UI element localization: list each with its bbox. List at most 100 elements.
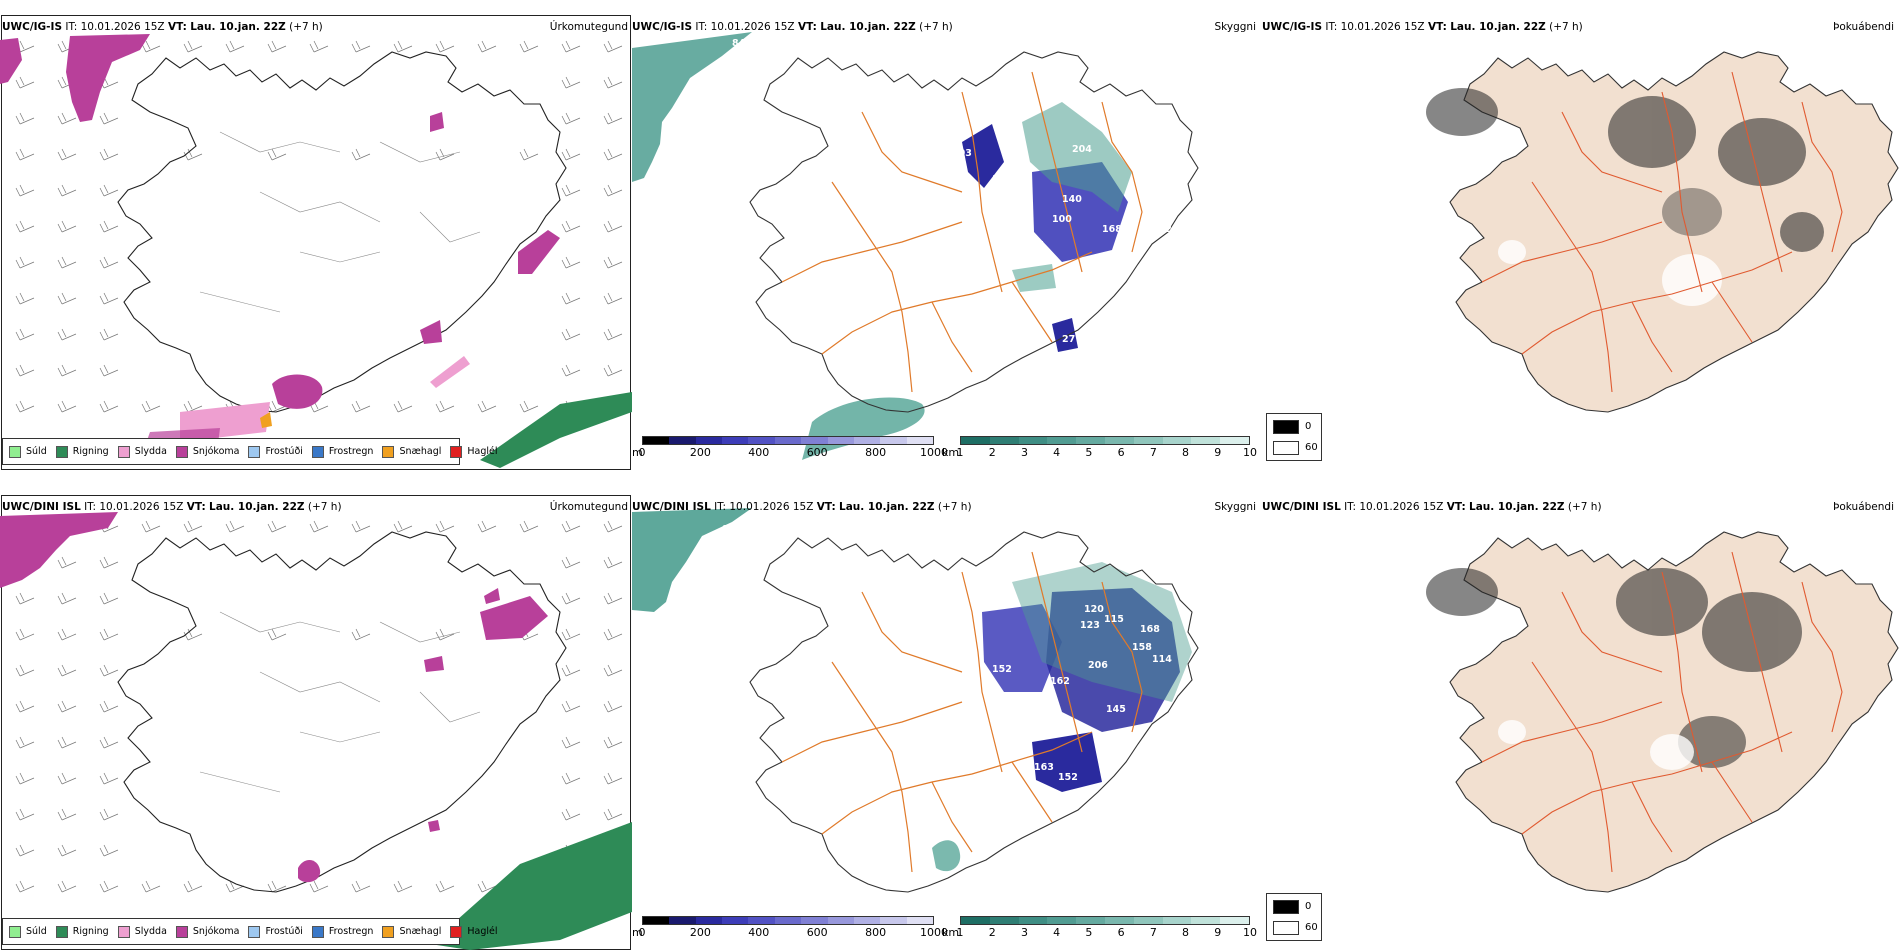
visibility-bar-tick: 3 <box>1020 926 1028 939</box>
precip-map[interactable] <box>0 12 632 472</box>
snow-spot-1 <box>430 112 444 132</box>
visibility-bar-tick: 8 <box>1182 926 1190 939</box>
precip-map[interactable] <box>0 492 632 952</box>
fog-legend-top-swatch <box>1273 900 1299 914</box>
vis-value-label: 206 <box>1088 660 1108 671</box>
visibility-panel: 996 244 120 123 115 168 158 114 206 152 162 13 145 82… <box>632 492 1262 952</box>
freezing-hail-spot <box>260 412 272 428</box>
panel-title: UWC/IG-IS IT: 10.01.2026 15Z VT: Lau. 10… <box>632 21 953 33</box>
wind-barb <box>57 148 77 161</box>
vis-value-label: 82 <box>1102 744 1115 755</box>
wind-barb <box>393 520 413 533</box>
panel-name: Úrkomutegund <box>549 501 628 513</box>
precip-legend-item: Snæhagl <box>382 925 442 938</box>
visibility-bar-tick: 5 <box>1085 926 1093 939</box>
wind-barb <box>15 76 35 89</box>
vis-value-label: 72 <box>712 104 725 115</box>
precip-legend-label: Súld <box>26 926 47 937</box>
vis-value-label: 100 <box>1052 214 1072 225</box>
vis-value-label: 103 <box>952 148 972 159</box>
precip-legend-item: Frostregn <box>311 445 373 458</box>
wind-barb <box>99 292 119 305</box>
visibility-map[interactable]: 8408687210315140100899120416883831622775… <box>632 12 1262 472</box>
road-line <box>1711 281 1753 343</box>
wind-barb <box>99 112 119 125</box>
terrain-lines <box>199 611 481 793</box>
wind-barb <box>57 592 77 605</box>
cloud-base-bar-tick: 800 <box>865 446 887 459</box>
wind-barb <box>435 628 455 641</box>
cloud-base-bar-segment <box>643 917 670 924</box>
wind-barb <box>225 520 245 533</box>
wind-barb <box>351 40 371 53</box>
visibility-bar-segment <box>1133 917 1163 924</box>
road-line <box>1801 581 1843 733</box>
wind-barb <box>141 400 161 413</box>
terrain-contour <box>259 671 381 703</box>
visibility-bar-tick: 1 <box>956 446 964 459</box>
visibility-bar-tick: 6 <box>1117 446 1125 459</box>
road-line <box>821 731 1093 835</box>
panel-name: Skyggni <box>1214 501 1257 513</box>
panel-name: Úrkomutegund <box>549 21 628 33</box>
wind-barb <box>57 844 77 857</box>
wind-barb <box>15 400 35 413</box>
wind-barb <box>603 184 623 197</box>
precip-legend-label: Súld <box>26 446 47 457</box>
visibility-bar-tick: 5 <box>1085 446 1093 459</box>
visibility-unit: km <box>942 926 960 939</box>
wind-barb <box>351 400 371 413</box>
road-line <box>831 181 913 393</box>
precip-legend-swatch <box>117 925 130 938</box>
fog-shading <box>1426 568 1802 768</box>
wind-barb <box>393 40 413 53</box>
road-line <box>1531 661 1613 873</box>
cloud-base-bar-segment <box>643 437 670 444</box>
cloud-base-bar-segment <box>774 917 802 924</box>
cloud-base-bar-tick: 200 <box>689 446 711 459</box>
visibility-bar-tick: 8 <box>1182 446 1190 459</box>
wind-barb <box>477 520 497 533</box>
precip-legend-label: Snæhagl <box>399 926 442 937</box>
terrain-contour <box>259 191 381 223</box>
terrain-contour <box>419 211 481 243</box>
vis-value-label: 91 <box>1032 240 1045 251</box>
visibility-bar-tick: 7 <box>1149 446 1157 459</box>
road-line <box>1631 781 1673 853</box>
wind-barb <box>561 184 581 197</box>
wind-barb <box>603 592 623 605</box>
road-line <box>1101 101 1143 253</box>
vis-value-label: 755 <box>928 390 948 401</box>
road-line <box>861 111 963 193</box>
iceland-outline <box>117 531 567 893</box>
panel-name: Skyggni <box>1214 21 1257 33</box>
fog-legend-top-label: 0 <box>1305 421 1312 432</box>
vis-area-sc <box>1012 264 1056 292</box>
rivers-roads <box>1481 551 1843 873</box>
road-line <box>1031 551 1083 753</box>
wind-barb <box>15 736 35 749</box>
wind-barb <box>561 40 581 53</box>
fog-map[interactable] <box>1262 492 1900 952</box>
cloud-base-bar-tick: 600 <box>806 926 828 939</box>
wind-barb <box>351 520 371 533</box>
wind-barb <box>351 148 371 161</box>
cloud-base-bar-segment <box>748 917 775 924</box>
wind-barb <box>99 556 119 569</box>
fog-legend-top-swatch <box>1273 420 1299 434</box>
snow-spot-2 <box>484 588 500 604</box>
rain-area-se <box>430 822 632 950</box>
wind-barb <box>267 148 287 161</box>
fog-map[interactable] <box>1262 12 1900 472</box>
visibility-bar-segment <box>1220 917 1249 924</box>
vis-value-label: 13 <box>1036 704 1049 715</box>
visibility-bar-segment <box>1162 437 1192 444</box>
visibility-bar-tick: 4 <box>1053 446 1061 459</box>
wind-barb <box>561 592 581 605</box>
precip-legend-item: Rigning <box>55 445 109 458</box>
wind-barb <box>393 400 413 413</box>
road-line <box>1521 251 1793 355</box>
